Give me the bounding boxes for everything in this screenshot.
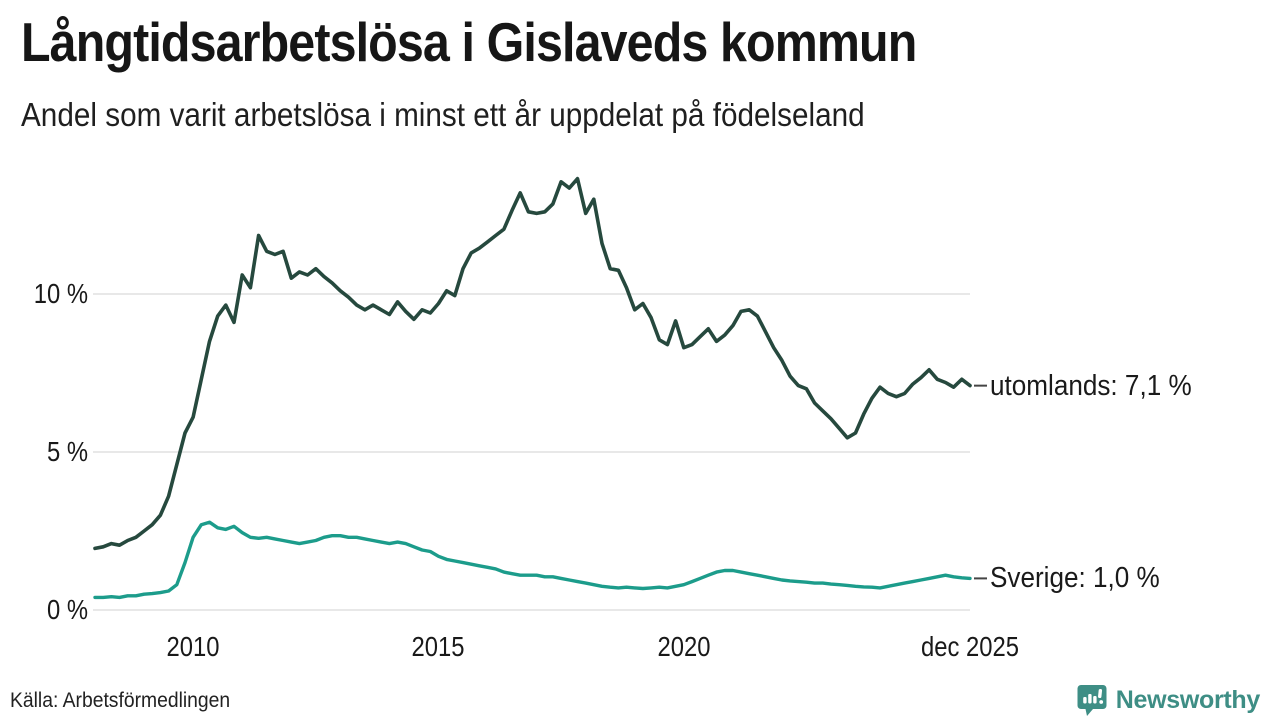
newsworthy-wordmark: Newsworthy xyxy=(1115,686,1261,714)
newsworthy-logo: Newsworthy xyxy=(1077,684,1260,717)
source-note: Källa: Arbetsförmedlingen xyxy=(10,689,231,712)
series-label-utomlands: utomlands: 7,1 % xyxy=(990,369,1192,402)
x-tick-label-2010: 2010 xyxy=(166,631,220,662)
series-label-sverige: Sverige: 1,0 % xyxy=(990,562,1160,595)
y-tick-label-5: 5 % xyxy=(46,436,88,467)
series-line-utomlands xyxy=(93,176,972,551)
page-subtitle: Andel som varit arbetslösa i minst ett å… xyxy=(21,96,865,133)
y-tick-label-0: 0 % xyxy=(46,594,88,625)
page-title: Långtidsarbetslösa i Gislaveds kommun xyxy=(21,11,917,73)
x-tick-label-2015: 2015 xyxy=(411,631,465,662)
x-tick-label-dec-2025: dec 2025 xyxy=(921,631,1019,662)
x-tick-label-2020: 2020 xyxy=(657,631,711,662)
series-line-sverige xyxy=(93,520,972,600)
speech-bubble-chart-icon xyxy=(1077,684,1108,717)
y-tick-label-10: 10 % xyxy=(33,278,88,309)
